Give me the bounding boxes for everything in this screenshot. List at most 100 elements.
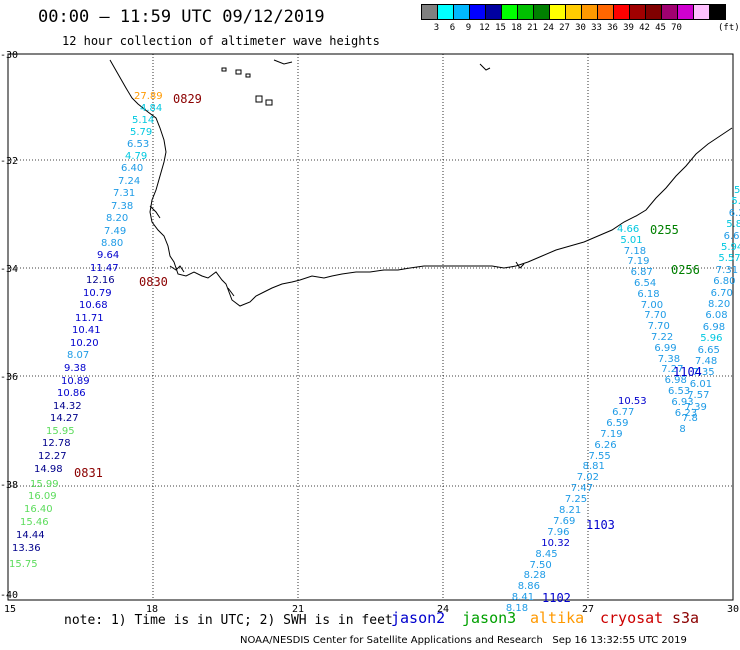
colorbar-swatch xyxy=(533,4,550,20)
wave-height-value: 4.66 xyxy=(617,224,640,235)
footer-credit: NOAA/NESDIS Center for Satellite Applica… xyxy=(240,635,687,646)
time-label: 0830 xyxy=(139,275,168,289)
colorbar-swatch xyxy=(437,4,454,20)
colorbar-swatch xyxy=(693,4,710,20)
page-subtitle: 12 hour collection of altimeter wave hei… xyxy=(62,34,380,48)
wave-height-value: 7.57 xyxy=(687,390,710,402)
time-label: 1104 xyxy=(673,365,702,379)
wave-height-value: 8 xyxy=(679,424,686,436)
wave-height-value: 4.79 xyxy=(125,151,148,162)
lon-label: 27 xyxy=(582,604,595,615)
wave-height-value: 5.14 xyxy=(132,115,155,126)
wave-height-value: 6.26 xyxy=(594,439,617,451)
wave-height-value: 6.98 xyxy=(664,375,687,387)
island xyxy=(221,67,227,72)
page-title: 00:00 – 11:59 UTC 09/12/2019 xyxy=(38,7,325,27)
wave-height-value: 6.98 xyxy=(702,321,726,333)
lat-label: -40 xyxy=(0,590,19,601)
wave-height-value: 5 xyxy=(734,185,740,196)
colorbar-label: 15 xyxy=(495,23,506,33)
wave-height-value: 10.41 xyxy=(72,325,101,336)
wave-height-value: 7.49 xyxy=(104,226,127,237)
wave-height-value: 7.55 xyxy=(588,450,611,462)
wave-height-value: 7.25 xyxy=(564,494,588,506)
wave-height-value: 7.50 xyxy=(529,559,552,571)
colorbar-label: 45 xyxy=(655,23,666,33)
colorbar-label: 70 xyxy=(671,23,682,33)
wave-height-value: 7.8 xyxy=(682,413,698,424)
colorbar-label: 33 xyxy=(591,23,602,33)
island xyxy=(245,73,251,78)
wave-height-value: 7.22 xyxy=(651,332,674,343)
colorbar-swatch xyxy=(517,4,534,20)
wave-height-value: 4.84 xyxy=(140,103,163,114)
colorbar-swatch xyxy=(501,4,518,20)
wave-height-value: 6.80 xyxy=(713,276,736,288)
wave-height-value: 7.38 xyxy=(111,201,134,212)
wave-height-value: 8.21 xyxy=(559,505,582,516)
wave-height-value: 5.7 xyxy=(731,196,740,208)
wave-height-value: 8.41 xyxy=(511,592,535,604)
time-label: 0829 xyxy=(173,92,202,106)
lon-label: 21 xyxy=(292,604,305,615)
colorbar-label: 36 xyxy=(607,23,618,33)
wave-height-value: 8.20 xyxy=(708,299,731,310)
wave-height-value: 15.75 xyxy=(9,559,38,570)
colorbar-label: 39 xyxy=(623,23,634,33)
islands xyxy=(221,59,491,106)
wave-height-value: 7.69 xyxy=(553,515,576,527)
wave-height-value: 5.96 xyxy=(700,333,723,345)
lat-label: -38 xyxy=(0,480,19,491)
wave-height-value: 7.48 xyxy=(695,356,718,367)
wave-height-value: 10.32 xyxy=(541,537,570,549)
island xyxy=(235,69,242,75)
wave-height-value: 6.01 xyxy=(689,378,713,390)
wave-height-value: 7.70 xyxy=(647,321,670,333)
colorbar-label: 42 xyxy=(639,23,650,33)
colorbar-label: 24 xyxy=(543,23,554,33)
colorbar-swatch xyxy=(453,4,470,20)
wave-height-value: 5.94 xyxy=(721,242,740,253)
wave-height-value: 7.31 xyxy=(113,188,136,199)
wave-height-value: 12.27 xyxy=(38,451,67,462)
lon-label: 24 xyxy=(437,604,450,615)
wave-height-value: 6.77 xyxy=(612,406,635,418)
legend-altika: altika xyxy=(530,609,585,627)
wave-height-value: 8.80 xyxy=(101,238,124,249)
wave-height-value: 6.08 xyxy=(705,310,728,322)
graticule xyxy=(8,54,733,600)
wave-height-value: 7.24 xyxy=(118,176,141,187)
wave-height-value: 13.36 xyxy=(12,543,41,554)
wave-height-value: 6.53 xyxy=(668,386,691,397)
wave-height-value: 16.40 xyxy=(24,504,53,515)
legend-cryosat: cryosat xyxy=(600,609,664,627)
map-frame xyxy=(7,53,734,601)
wave-height-value: 7.70 xyxy=(644,310,667,322)
wave-height-value: 6.18 xyxy=(637,288,660,300)
wave-height-value: 6.65 xyxy=(697,344,720,356)
note-text: note: 1) Time is in UTC; 2) SWH is in fe… xyxy=(64,613,393,628)
colorbar-label: 3 xyxy=(433,23,440,33)
colorbar-swatch xyxy=(581,4,598,20)
wave-height-value: 14.27 xyxy=(50,413,79,424)
wave-height-value: 6.99 xyxy=(654,342,677,354)
colorbar-label: 21 xyxy=(527,23,538,33)
wave-height-value: 6.23 xyxy=(674,407,698,419)
wave-height-value: 5.82 xyxy=(726,219,740,231)
wave-height-value: 7.96 xyxy=(547,526,570,538)
wave-height-value: 27.89 xyxy=(134,91,163,102)
lat-label: -30 xyxy=(0,50,19,61)
coastline-detail xyxy=(149,205,525,297)
colorbar-swatch xyxy=(709,4,726,20)
wave-height-value: 5.57 xyxy=(718,253,740,265)
colorbar-swatch xyxy=(421,4,438,20)
wave-height-value: 7.19 xyxy=(600,428,623,440)
wave-height-value: 11.47 xyxy=(90,263,119,274)
wave-height-value: 10.20 xyxy=(70,338,99,349)
colorbar-swatch xyxy=(597,4,614,20)
colorbar-swatch xyxy=(549,4,566,20)
time-label: 1103 xyxy=(586,518,615,532)
wave-height-value: 14.98 xyxy=(34,464,63,475)
wave-height-value: 6.93 xyxy=(671,396,694,408)
